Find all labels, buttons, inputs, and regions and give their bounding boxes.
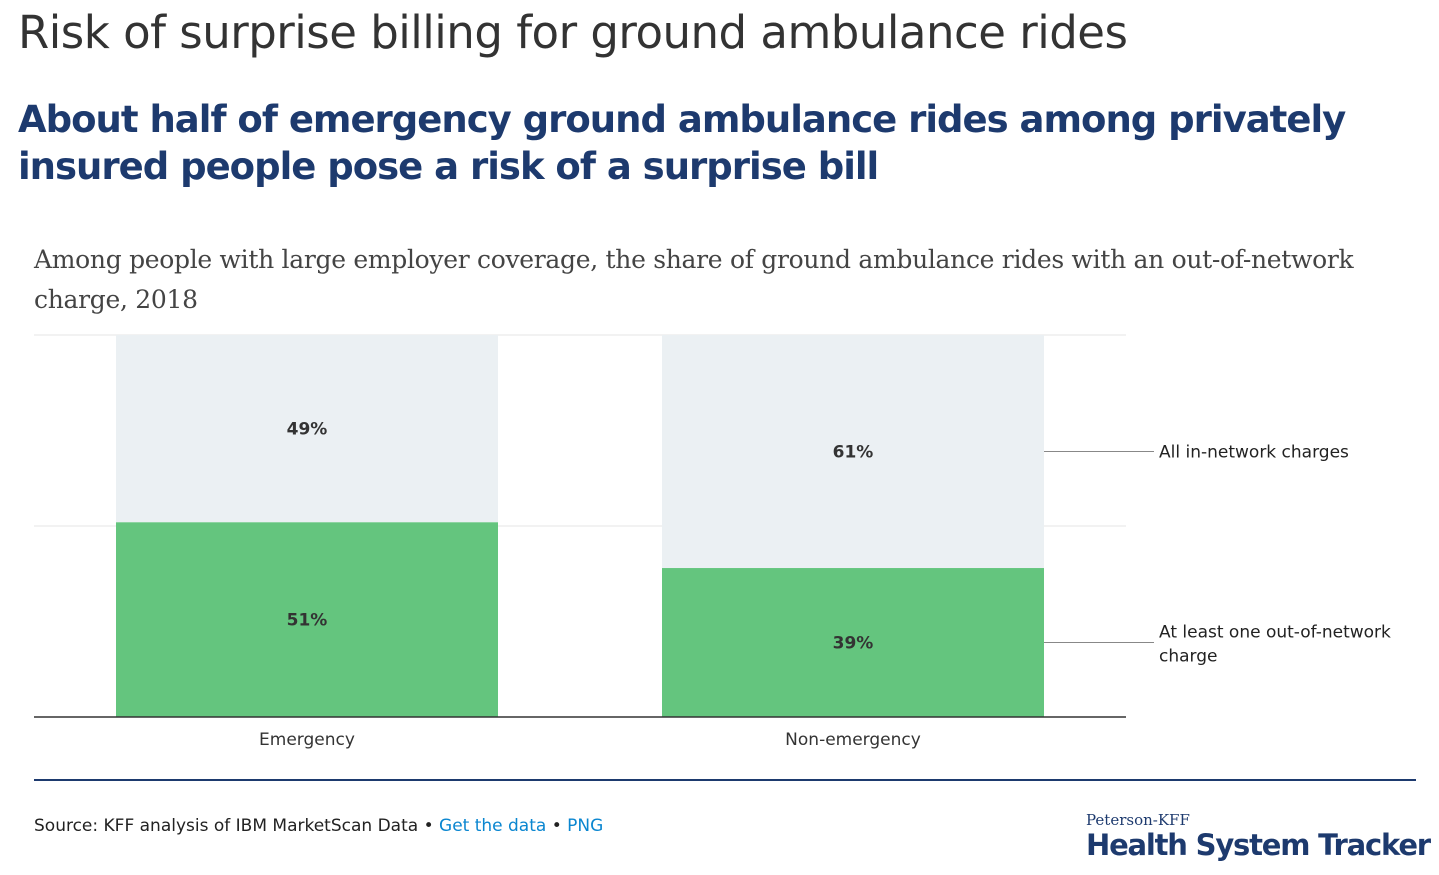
category-label: Non-emergency xyxy=(785,730,921,750)
chart-description: Among people with large employer coverag… xyxy=(34,245,1354,314)
separator: • xyxy=(546,816,568,836)
bar-segment xyxy=(662,568,1044,717)
data-label: 49% xyxy=(287,420,328,440)
source-text: Source: KFF analysis of IBM MarketScan D… xyxy=(34,816,419,836)
stacked-bar-chart: 51% 49% Emergency 39% 61% Non-emergency At lea… xyxy=(34,334,1391,750)
png-link[interactable]: PNG xyxy=(567,816,604,836)
data-label: 61% xyxy=(833,443,874,463)
source-line: Source: KFF analysis of IBM MarketScan D… xyxy=(34,816,603,836)
footer-divider xyxy=(34,779,1416,781)
bar-segment xyxy=(116,335,498,523)
legend-label: All in-network charges xyxy=(1159,443,1349,463)
page-title: Risk of surprise billing for ground ambu… xyxy=(18,6,1128,59)
bar-segment xyxy=(116,522,498,717)
data-label: 39% xyxy=(833,634,874,654)
separator: • xyxy=(418,816,440,836)
bar-segment xyxy=(662,335,1044,569)
chart-subtitle: About half of emergency ground ambulance… xyxy=(18,98,1346,188)
legend-label: At least one out-of-network charge xyxy=(1159,623,1391,667)
logo-peterson-kff: Peterson-KFF xyxy=(1086,811,1190,829)
data-label: 51% xyxy=(287,611,328,631)
logo-health-system-tracker: Health System Tracker xyxy=(1086,828,1431,862)
category-label: Emergency xyxy=(259,730,355,750)
get-data-link[interactable]: Get the data xyxy=(439,816,547,836)
